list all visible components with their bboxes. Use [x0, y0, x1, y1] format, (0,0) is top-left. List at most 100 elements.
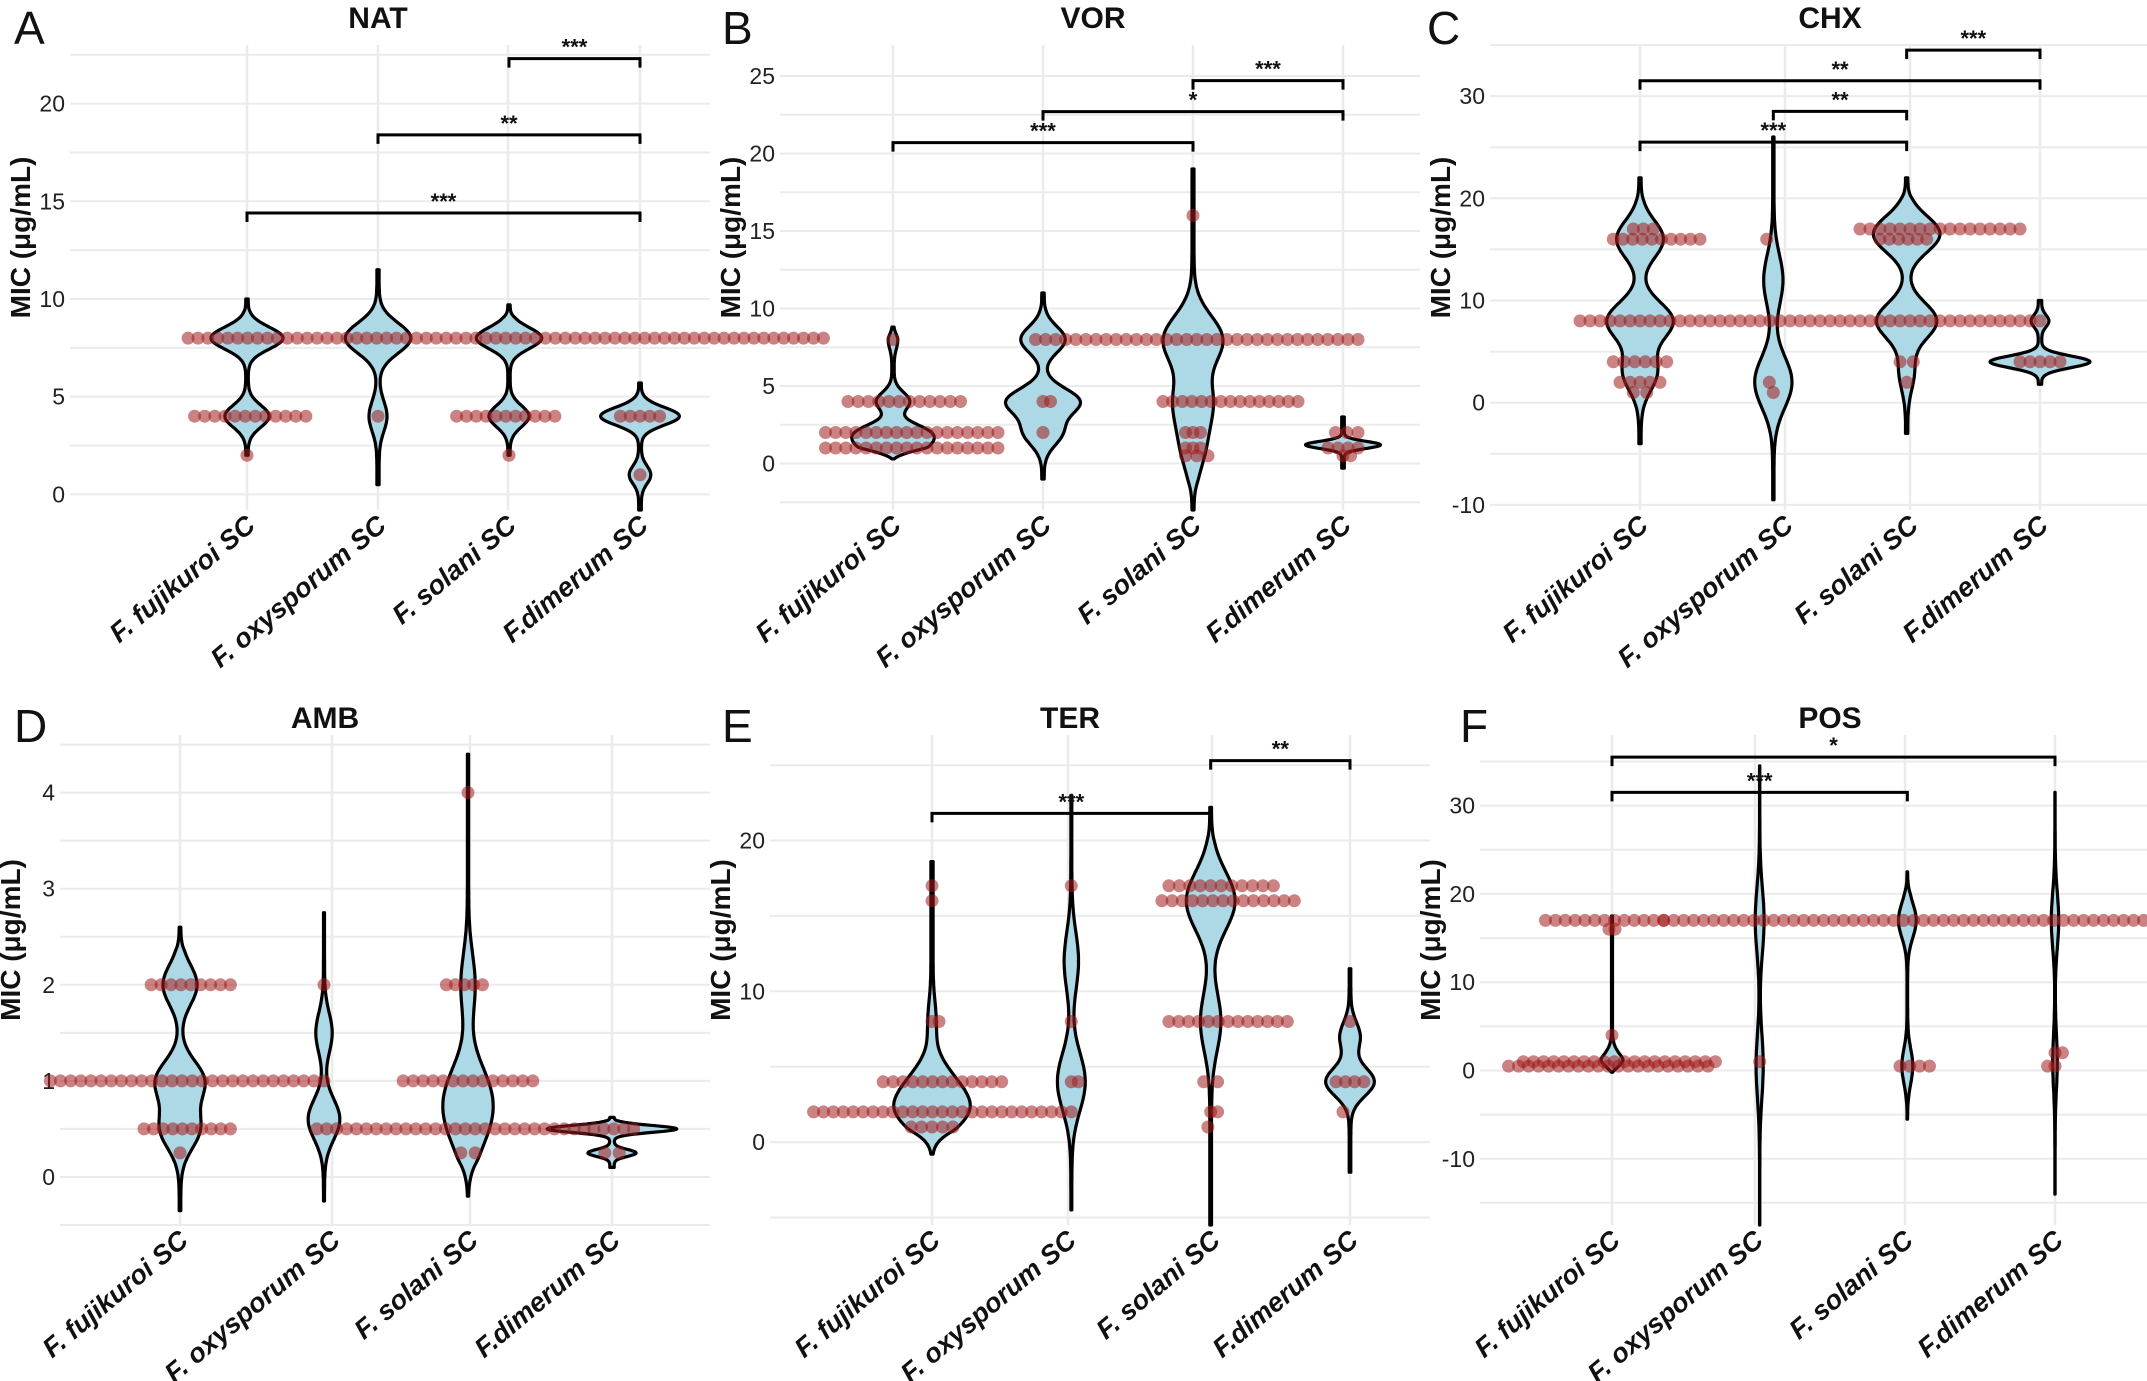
data-point — [1340, 426, 1354, 439]
violin-f-fujikuroi-sc — [153, 925, 207, 1213]
y-tick-label: 20 — [749, 141, 775, 167]
data-point — [906, 1105, 920, 1119]
data-point — [767, 331, 781, 345]
violin-f-oxysporum-sc — [1055, 793, 1087, 1212]
data-point — [1643, 375, 1657, 389]
data-point — [456, 1074, 470, 1088]
data-point — [1552, 1059, 1565, 1073]
data-point — [1635, 232, 1649, 246]
data-point — [548, 331, 562, 345]
data-point — [1913, 314, 1927, 328]
data-point — [892, 395, 906, 408]
data-point — [876, 1075, 890, 1089]
data-point — [849, 441, 863, 455]
data-point — [1655, 232, 1668, 246]
data-point — [528, 409, 542, 423]
data-point — [757, 331, 771, 345]
data-point — [195, 1122, 209, 1136]
significance-bracket — [930, 811, 1213, 823]
data-point — [104, 1074, 118, 1088]
data-point — [1660, 355, 1674, 369]
data-point — [297, 1074, 311, 1088]
x-tick-label: F. solani SC — [1090, 1224, 1226, 1345]
data-point — [64, 1074, 78, 1088]
data-point — [1119, 333, 1133, 346]
data-point — [851, 395, 865, 408]
data-point — [1583, 314, 1597, 328]
y-axis-label: MIC (μg/mL) — [5, 157, 36, 319]
significance-bracket — [376, 133, 642, 144]
data-point — [1646, 222, 1660, 236]
data-point — [269, 409, 283, 423]
y-tick-label: 2 — [42, 972, 55, 998]
data-point — [1149, 333, 1163, 346]
data-point — [1291, 395, 1305, 408]
data-point — [925, 1120, 939, 1134]
data-point — [991, 426, 1005, 439]
data-point — [135, 1074, 149, 1088]
data-point — [1616, 232, 1630, 246]
data-point — [1923, 1059, 1936, 1073]
data-point — [1613, 314, 1627, 328]
data-point — [1064, 1105, 1078, 1119]
significance-bracket — [1638, 140, 1909, 152]
data-point — [1175, 894, 1189, 908]
data-point — [608, 331, 622, 345]
data-point — [1977, 913, 1991, 927]
data-point — [1626, 232, 1640, 246]
data-point — [1029, 333, 1042, 346]
data-point — [1241, 1015, 1255, 1028]
data-point — [1797, 913, 1811, 927]
data-point — [816, 331, 830, 345]
data-point — [1522, 1059, 1536, 1073]
data-point — [518, 1122, 532, 1136]
data-point — [221, 331, 235, 345]
y-tick-label: 25 — [749, 63, 775, 89]
data-point — [1901, 232, 1915, 246]
data-point — [879, 441, 893, 455]
data-point — [2027, 913, 2041, 927]
data-point — [985, 1105, 999, 1119]
data-point — [1923, 222, 1937, 236]
data-point — [1687, 913, 1701, 927]
data-point — [2067, 913, 2081, 927]
data-point — [2097, 913, 2111, 927]
data-point — [2087, 913, 2101, 927]
data-point — [1542, 1059, 1555, 1073]
data-point — [449, 331, 463, 345]
data-point — [371, 409, 385, 423]
data-point — [1581, 1059, 1595, 1073]
data-point — [1887, 913, 1901, 927]
data-point — [1613, 375, 1627, 389]
data-point — [1329, 1075, 1343, 1089]
data-point — [904, 1120, 918, 1134]
data-point — [1807, 913, 1821, 927]
data-point — [936, 1075, 949, 1089]
data-point — [1753, 314, 1767, 328]
data-point — [1723, 314, 1737, 328]
data-point — [1593, 314, 1607, 328]
data-point — [1260, 333, 1274, 346]
data-point — [185, 1122, 199, 1136]
data-point — [74, 1074, 88, 1088]
data-point — [489, 409, 503, 423]
data-point — [468, 1122, 482, 1136]
data-point — [231, 331, 245, 345]
data-point — [1139, 333, 1153, 346]
data-point — [206, 1074, 219, 1088]
data-point — [896, 1075, 910, 1089]
data-point — [1653, 314, 1667, 328]
data-point — [1601, 1059, 1615, 1073]
data-point — [933, 395, 947, 408]
data-point — [910, 426, 924, 439]
data-point — [1963, 314, 1977, 328]
data-point — [2048, 1059, 2062, 1073]
data-point — [1170, 333, 1184, 346]
data-point — [2033, 314, 2047, 328]
data-point — [1201, 1015, 1215, 1028]
data-point — [787, 331, 801, 345]
data-point — [1636, 222, 1650, 236]
data-point — [2037, 913, 2051, 927]
